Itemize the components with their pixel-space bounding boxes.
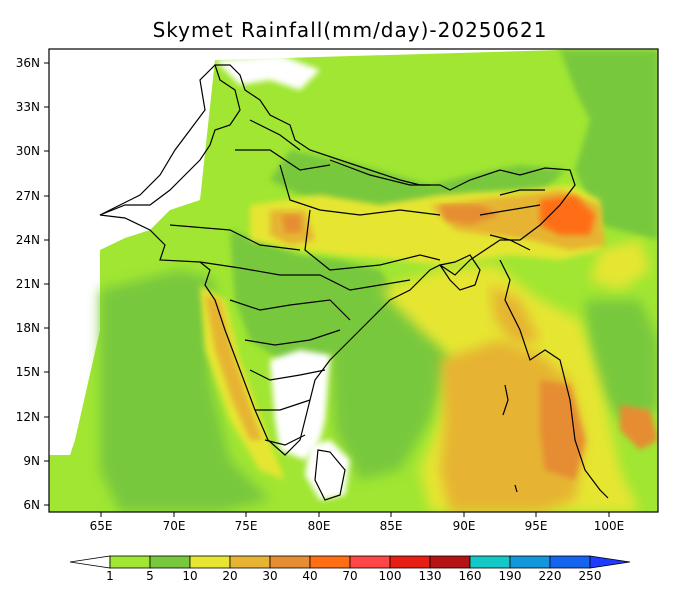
state-lines-north [235, 119, 441, 271]
latitude-labels: 36N 33N 30N 27N 24N 21N 18N 15N 12N 9N 6… [16, 56, 40, 512]
pakistan-border [99, 64, 216, 216]
rain-zone-dark-orange-central [282, 215, 302, 233]
colorbar-swatch [509, 555, 551, 569]
colorbar-label: 1 [106, 569, 114, 583]
sri-lanka-outline [314, 449, 346, 501]
lon-label-80e: 80E [308, 519, 331, 533]
india-outline [99, 64, 576, 456]
rain-zone-green-ne [560, 50, 658, 240]
colorbar-label: 70 [342, 569, 357, 583]
lat-label-30n: 30N [16, 144, 40, 158]
colorbar-label: 130 [419, 569, 442, 583]
lon-label-100e: 100E [594, 519, 625, 533]
colorbar-swatch [589, 555, 631, 569]
lat-label-27n: 27N [16, 189, 40, 203]
colorbar-swatch [389, 555, 431, 569]
longitude-labels: 65E 70E 75E 80E 85E 90E 95E 100E [90, 519, 625, 533]
colorbar-label: 190 [499, 569, 522, 583]
lat-label-24n: 24N [16, 233, 40, 247]
colorbar-swatch [69, 555, 111, 569]
rain-zone-orange-myanmar [490, 285, 540, 345]
lon-label-95e: 95E [525, 519, 548, 533]
colorbar-swatch [229, 555, 271, 569]
colorbar-swatch [549, 555, 591, 569]
colorbar-label: 10 [182, 569, 197, 583]
rain-zone-orange-east [620, 405, 658, 450]
colorbar-label: 100 [379, 569, 402, 583]
colorbar-label: 220 [539, 569, 562, 583]
rainfall-field [49, 49, 658, 512]
lat-label-33n: 33N [16, 100, 40, 114]
lon-label-85e: 85E [380, 519, 403, 533]
colorbar-label: 250 [579, 569, 602, 583]
colorbar-label: 40 [302, 569, 317, 583]
rain-zone-yellow-east [590, 240, 650, 290]
rain-zone-green-ganga [270, 150, 565, 215]
latitude-axis [44, 62, 49, 506]
rain-zone-dark-orange-ne [540, 195, 595, 235]
colorbar-swatch [469, 555, 511, 569]
rain-zone-green-bay [330, 300, 450, 480]
rainfall-colorbar [69, 555, 631, 569]
dry-zone-sri-lanka [305, 440, 350, 500]
longitude-axis [100, 512, 610, 517]
lon-label-65e: 65E [90, 519, 113, 533]
nepal-border [329, 159, 430, 186]
lat-label-6n: 6N [23, 498, 40, 512]
dry-zone-nw [215, 55, 320, 90]
boundary-lines [99, 64, 609, 501]
colorbar-swatch [149, 555, 191, 569]
colorbar-labels: 1 5 10 20 30 40 70 100 130 160 190 220 250 [106, 569, 601, 583]
colorbar-label: 20 [222, 569, 237, 583]
state-lines-south [249, 369, 326, 446]
lat-label-21n: 21N [16, 277, 40, 291]
myanmar-coast [499, 259, 609, 499]
lat-label-9n: 9N [23, 454, 40, 468]
lat-label-18n: 18N [16, 321, 40, 335]
map-title: Skymet Rainfall(mm/day)-20250621 [152, 18, 548, 42]
colorbar-swatch [109, 555, 151, 569]
colorbar-swatch [269, 555, 311, 569]
rain-zone-green-west [100, 270, 270, 512]
rain-zone-green-east [585, 300, 658, 420]
colorbar-swatch [189, 555, 231, 569]
bangladesh-outline [439, 254, 481, 291]
rain-zone-orange-coast [205, 295, 262, 440]
colorbar-swatch [429, 555, 471, 569]
colorbar-label: 5 [146, 569, 154, 583]
dry-zone-west [49, 440, 75, 455]
map-frame [48, 48, 659, 513]
colorbar-label: 160 [459, 569, 482, 583]
rain-zone-dark-orange-ne2 [440, 205, 500, 225]
lon-label-70e: 70E [163, 519, 186, 533]
rain-zone-dark-orange-bay [540, 380, 585, 480]
colorbar-label: 30 [262, 569, 277, 583]
lat-label-36n: 36N [16, 56, 40, 70]
colorbar-swatch [309, 555, 351, 569]
lat-label-12n: 12N [16, 410, 40, 424]
state-lines-central [169, 224, 411, 346]
andaman-islands [502, 384, 518, 493]
state-lines-ne [479, 189, 545, 251]
lat-label-15n: 15N [16, 365, 40, 379]
colorbar-swatch [349, 555, 391, 569]
lon-label-90e: 90E [453, 519, 476, 533]
lon-label-75e: 75E [235, 519, 258, 533]
